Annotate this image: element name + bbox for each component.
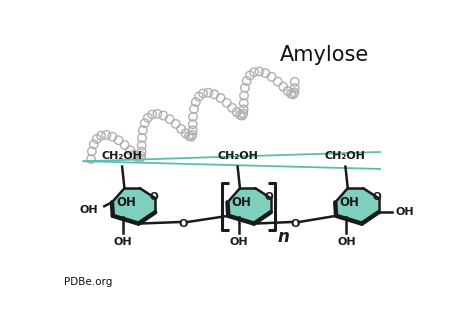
Text: OH: OH [80, 205, 98, 215]
Polygon shape [228, 188, 271, 223]
Text: OH: OH [114, 236, 132, 247]
Text: PDBe.org: PDBe.org [64, 277, 113, 287]
Text: Amylose: Amylose [280, 45, 369, 65]
Text: O: O [265, 192, 273, 202]
Text: O: O [149, 192, 158, 202]
Text: O: O [179, 218, 188, 229]
Text: O: O [373, 192, 382, 202]
Polygon shape [112, 188, 155, 223]
Text: CH₂OH: CH₂OH [102, 151, 143, 161]
Polygon shape [335, 188, 379, 223]
Text: OH: OH [231, 196, 251, 209]
Text: O: O [291, 218, 300, 229]
Text: CH₂OH: CH₂OH [217, 151, 258, 161]
Text: OH: OH [339, 196, 359, 209]
Text: CH₂OH: CH₂OH [325, 151, 366, 161]
Text: OH: OH [116, 196, 136, 209]
Text: OH: OH [337, 236, 356, 247]
Text: n: n [278, 229, 290, 246]
Text: OH: OH [229, 236, 248, 247]
Text: OH: OH [395, 207, 414, 217]
